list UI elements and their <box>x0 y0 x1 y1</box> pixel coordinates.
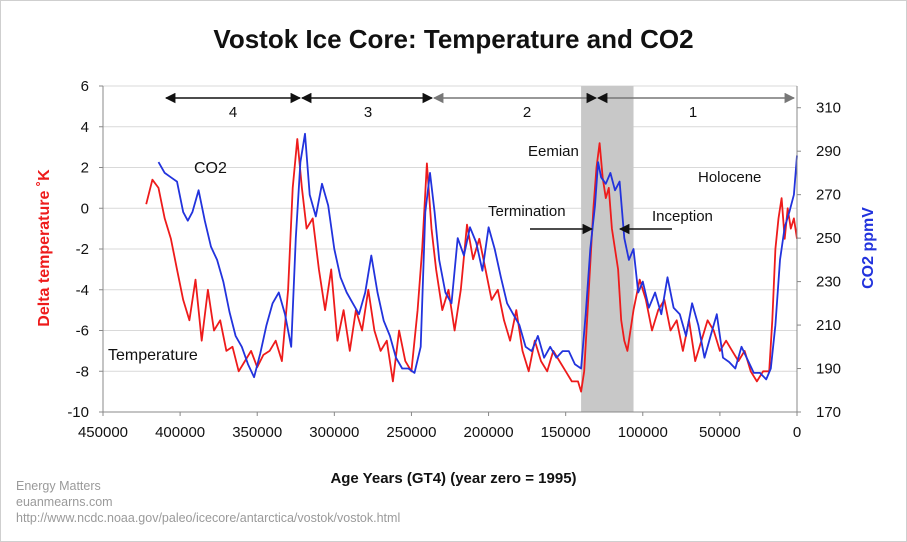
eemian-shade-band <box>581 86 634 412</box>
x-axis-title: Age Years (GT4) (year zero = 1995) <box>330 470 577 487</box>
y-right-tick-label-6: 290 <box>816 143 841 160</box>
holocene-label: Holocene <box>698 169 761 186</box>
chart-title: Vostok Ice Core: Temperature and CO2 <box>213 24 694 54</box>
termination-label: Termination <box>488 203 566 220</box>
y-right-tick-label-5: 270 <box>816 187 841 204</box>
credit-line-2: euanmearns.com <box>16 495 113 509</box>
y-left-tick-label-0: -10 <box>67 404 89 421</box>
y-left-tick-label-6: 2 <box>81 160 89 177</box>
annotations: Eemian Holocene Termination Inception CO… <box>108 143 761 364</box>
x-tick-label-2: 350000 <box>232 424 282 441</box>
stage-label-1: 1 <box>689 104 697 121</box>
y-right-tick-label-3: 230 <box>816 274 841 291</box>
y-left-tick-label-4: -2 <box>76 241 89 258</box>
y-left-tick-label-2: -6 <box>76 323 89 340</box>
series-layer <box>145 132 798 393</box>
stage-label-2: 2 <box>523 104 531 121</box>
gridlines <box>103 85 797 413</box>
y-left-tick-label-5: 0 <box>81 200 89 217</box>
y-left-tick-label-8: 6 <box>81 78 89 95</box>
x-tick-label-6: 150000 <box>541 424 591 441</box>
y-left-tick-label-7: 4 <box>81 119 89 136</box>
stage-label-3: 3 <box>364 104 372 121</box>
y-right-tick-label-2: 210 <box>816 317 841 334</box>
y-left-axis-title: Delta temperature ˚K <box>36 169 53 327</box>
credit-line-3: http://www.ncdc.noaa.gov/paleo/icecore/a… <box>16 511 401 525</box>
x-tick-label-0: 450000 <box>78 424 128 441</box>
y-left-tick-label-3: -4 <box>76 282 89 299</box>
co2-series-line <box>157 132 798 381</box>
eemian-label: Eemian <box>528 143 579 160</box>
y-right-axis-title: CO2 ppmV <box>860 207 877 289</box>
x-tick-label-8: 50000 <box>699 424 741 441</box>
y-right-tick-label-1: 190 <box>816 361 841 378</box>
axes <box>99 85 801 416</box>
x-tick-label-7: 100000 <box>618 424 668 441</box>
temperature-series-label: Temperature <box>108 347 198 364</box>
x-tick-label-9: 0 <box>793 424 801 441</box>
co2-series-label: CO2 <box>194 160 227 177</box>
tick-labels: -10-8-6-4-202461701902102302502702903104… <box>67 78 841 441</box>
y-right-tick-label-4: 250 <box>816 230 841 247</box>
x-tick-label-3: 300000 <box>309 424 359 441</box>
temperature-series-line <box>145 138 798 393</box>
stage-arrows: 4 3 2 1 <box>164 92 796 121</box>
credits: Energy Matters euanmearns.com http://www… <box>16 478 400 526</box>
x-tick-label-5: 200000 <box>464 424 514 441</box>
y-left-tick-label-1: -8 <box>76 363 89 380</box>
credit-line-1: Energy Matters <box>16 479 101 493</box>
y-right-tick-label-0: 170 <box>816 404 841 421</box>
y-right-tick-label-7: 310 <box>816 100 841 117</box>
inception-label: Inception <box>652 208 713 225</box>
stage-label-4: 4 <box>229 104 237 121</box>
x-tick-label-4: 250000 <box>386 424 436 441</box>
x-tick-label-1: 400000 <box>155 424 205 441</box>
